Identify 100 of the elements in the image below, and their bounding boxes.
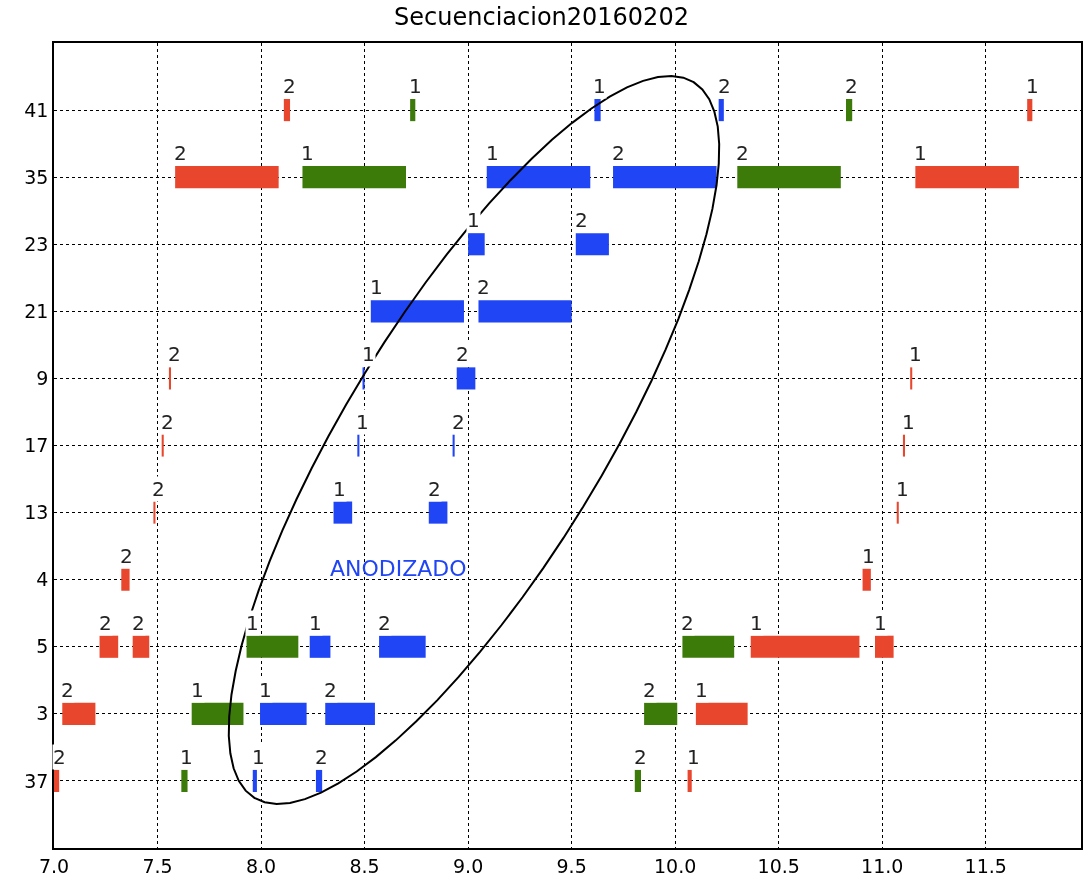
series-label: 1 xyxy=(309,611,322,635)
bar xyxy=(695,702,748,725)
text: 1 xyxy=(862,544,875,568)
bar xyxy=(486,166,591,189)
text: 1 xyxy=(486,141,499,165)
x-tick-label: 7.5 xyxy=(142,854,173,877)
text: 2 xyxy=(324,678,337,702)
bar xyxy=(687,769,692,792)
bar xyxy=(874,635,894,658)
text: 2 xyxy=(53,745,66,769)
text: 2 xyxy=(152,477,165,501)
text: 1 xyxy=(909,342,922,366)
bar xyxy=(682,635,735,658)
y-tick-label: 13 xyxy=(24,501,49,524)
bar xyxy=(428,501,448,524)
bar xyxy=(1027,99,1033,122)
y-tick-label: 9 xyxy=(36,367,49,390)
bar xyxy=(915,166,1019,189)
x-tick-label: 9.0 xyxy=(453,854,484,877)
text: 1 xyxy=(914,141,927,165)
bar xyxy=(737,166,841,189)
text: 1 xyxy=(180,745,193,769)
text: 2 xyxy=(161,410,174,434)
text: 2 xyxy=(718,74,731,98)
x-tick-label: 8.0 xyxy=(245,854,277,877)
text: 1 xyxy=(356,410,369,434)
bar xyxy=(309,635,331,658)
y-tick-label: 23 xyxy=(24,232,49,255)
bar xyxy=(252,769,257,792)
text: 1 xyxy=(252,745,265,769)
y-tick-label: 35 xyxy=(24,165,49,188)
bar xyxy=(168,367,171,390)
chart-title: Secuenciacion20160202 xyxy=(394,2,689,31)
bar xyxy=(283,99,291,122)
bar xyxy=(456,367,476,390)
text: 1 xyxy=(246,611,259,635)
y-tick-label: 4 xyxy=(36,568,49,591)
annotation: ANODIZADO xyxy=(330,556,467,581)
y-tick-label: 5 xyxy=(36,635,49,658)
text: 2 xyxy=(174,141,187,165)
x-tick-label: 9.5 xyxy=(556,854,587,877)
text: 2 xyxy=(477,275,490,299)
text: 1 xyxy=(593,74,606,98)
series-label: 1 xyxy=(874,611,887,635)
bar xyxy=(121,568,130,591)
text: 2 xyxy=(168,342,181,366)
text: 2 xyxy=(634,745,647,769)
text: 2 xyxy=(845,74,858,98)
bar xyxy=(718,99,724,122)
text: 1 xyxy=(301,141,314,165)
text: 2 xyxy=(61,678,74,702)
text: 1 xyxy=(362,342,375,366)
text: 2 xyxy=(456,342,469,366)
x-tick-label: 8.5 xyxy=(349,854,380,877)
text: 1 xyxy=(902,410,915,434)
text: 2 xyxy=(132,611,145,635)
y-tick-label: 3 xyxy=(36,702,49,725)
bar xyxy=(99,635,119,658)
text: 1 xyxy=(687,745,700,769)
bar xyxy=(644,702,678,725)
bar xyxy=(260,702,307,725)
text: 2 xyxy=(736,141,749,165)
bar xyxy=(634,769,642,792)
x-tick-label: 7.0 xyxy=(38,854,70,877)
series-label: 2 xyxy=(428,477,441,501)
text: 1 xyxy=(1026,74,1039,98)
text: 2 xyxy=(120,544,133,568)
bar xyxy=(315,769,323,792)
bar xyxy=(845,99,853,122)
series-label: 2 xyxy=(378,611,391,635)
text: 2 xyxy=(612,141,625,165)
text: 1 xyxy=(896,477,909,501)
series-label: 2 xyxy=(681,611,694,635)
series-label: 1 xyxy=(333,477,346,501)
text: 1 xyxy=(695,678,708,702)
text: 1 xyxy=(191,678,204,702)
bar xyxy=(750,635,860,658)
text: 2 xyxy=(575,208,588,232)
y-tick-label: 37 xyxy=(24,769,49,792)
text: 1 xyxy=(409,74,422,98)
text: 1 xyxy=(259,678,272,702)
bar xyxy=(175,166,279,189)
x-tick-label: 10.0 xyxy=(654,854,697,877)
y-tick-label: 17 xyxy=(24,434,49,457)
series-label: 2 xyxy=(99,611,112,635)
x-tick-label: 11.5 xyxy=(964,854,1007,877)
text: 1 xyxy=(370,275,383,299)
text: 2 xyxy=(315,745,328,769)
text: 2 xyxy=(452,410,465,434)
bar xyxy=(452,434,455,457)
bar xyxy=(613,166,717,189)
text: 2 xyxy=(283,74,296,98)
y-tick-label: 41 xyxy=(24,98,49,121)
bar xyxy=(161,434,164,457)
text: 1 xyxy=(467,208,480,232)
x-tick-label: 11.0 xyxy=(861,854,904,877)
y-tick-label: 21 xyxy=(24,299,49,322)
bar xyxy=(62,702,96,725)
series-label: 1 xyxy=(750,611,763,635)
bar xyxy=(325,702,375,725)
